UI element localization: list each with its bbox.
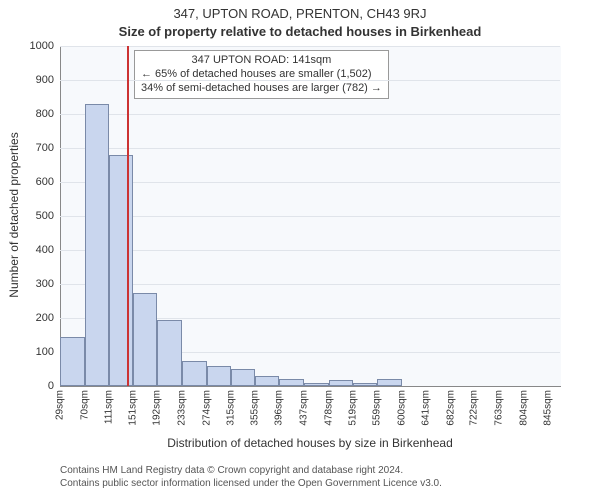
- x-tick-label: 315sqm: [226, 390, 237, 426]
- y-tick-label: 1000: [0, 40, 54, 52]
- x-tick-label: 437sqm: [299, 390, 310, 426]
- y-tick-label: 800: [0, 108, 54, 120]
- x-tick-label: 641sqm: [421, 390, 432, 426]
- y-tick-label: 200: [0, 312, 54, 324]
- x-tick-label: 682sqm: [445, 390, 456, 426]
- x-tick-label: 274sqm: [201, 390, 212, 426]
- footer-line-1: Contains HM Land Registry data © Crown c…: [60, 464, 442, 477]
- x-tick-label: 151sqm: [127, 390, 138, 426]
- gridline: [60, 250, 560, 251]
- gridline: [60, 114, 560, 115]
- histogram-bar: [207, 366, 232, 386]
- x-tick-label: 396sqm: [274, 390, 285, 426]
- x-tick-label: 559sqm: [371, 390, 382, 426]
- x-tick-label: 763sqm: [493, 390, 504, 426]
- x-tick-label: 233sqm: [177, 390, 188, 426]
- x-tick-label: 29sqm: [55, 390, 66, 420]
- gridline: [60, 216, 560, 217]
- annotation-line-1: 347 UPTON ROAD: 141sqm: [141, 54, 382, 68]
- gridline: [60, 46, 560, 47]
- y-tick-label: 600: [0, 176, 54, 188]
- histogram-bar: [60, 337, 85, 386]
- x-tick-label: 70sqm: [79, 390, 90, 420]
- y-tick-label: 700: [0, 142, 54, 154]
- annotation-line-3: 34% of semi-detached houses are larger (…: [141, 82, 382, 96]
- histogram-bar: [279, 379, 304, 386]
- y-tick-label: 900: [0, 74, 54, 86]
- header-address: 347, UPTON ROAD, PRENTON, CH43 9RJ: [0, 6, 600, 21]
- histogram-bar: [109, 155, 133, 386]
- x-axis-title: Distribution of detached houses by size …: [60, 436, 560, 450]
- gridline: [60, 284, 560, 285]
- x-tick-label: 804sqm: [518, 390, 529, 426]
- figure-container: 347, UPTON ROAD, PRENTON, CH43 9RJ Size …: [0, 0, 600, 500]
- y-tick-label: 500: [0, 210, 54, 222]
- y-tick-label: 300: [0, 278, 54, 290]
- histogram-bar: [353, 383, 377, 386]
- x-tick-label: 722sqm: [469, 390, 480, 426]
- x-tick-label: 845sqm: [543, 390, 554, 426]
- x-tick-label: 111sqm: [104, 390, 115, 424]
- histogram-bar: [85, 104, 110, 386]
- header-subtitle: Size of property relative to detached ho…: [0, 24, 600, 39]
- annotation-box: 347 UPTON ROAD: 141sqm ← 65% of detached…: [134, 50, 389, 99]
- footer-text: Contains HM Land Registry data © Crown c…: [60, 464, 442, 490]
- histogram-bar: [329, 380, 354, 386]
- y-tick-label: 400: [0, 244, 54, 256]
- footer-line-2: Contains public sector information licen…: [60, 477, 442, 490]
- histogram-bar: [157, 320, 182, 386]
- gridline: [60, 148, 560, 149]
- x-tick-label: 478sqm: [323, 390, 334, 426]
- histogram-bar: [182, 361, 207, 387]
- histogram-bar: [255, 376, 280, 386]
- x-tick-label: 355sqm: [249, 390, 260, 426]
- x-tick-label: 192sqm: [152, 390, 163, 426]
- gridline: [60, 80, 560, 81]
- property-marker-line: [127, 46, 129, 386]
- x-tick-label: 600sqm: [396, 390, 407, 426]
- x-tick-label: 519sqm: [348, 390, 359, 426]
- histogram-bar: [133, 293, 158, 387]
- y-tick-label: 0: [0, 380, 54, 392]
- gridline: [60, 182, 560, 183]
- histogram-bar: [304, 383, 329, 386]
- histogram-bar: [377, 379, 402, 386]
- y-tick-label: 100: [0, 346, 54, 358]
- histogram-bar: [231, 369, 255, 386]
